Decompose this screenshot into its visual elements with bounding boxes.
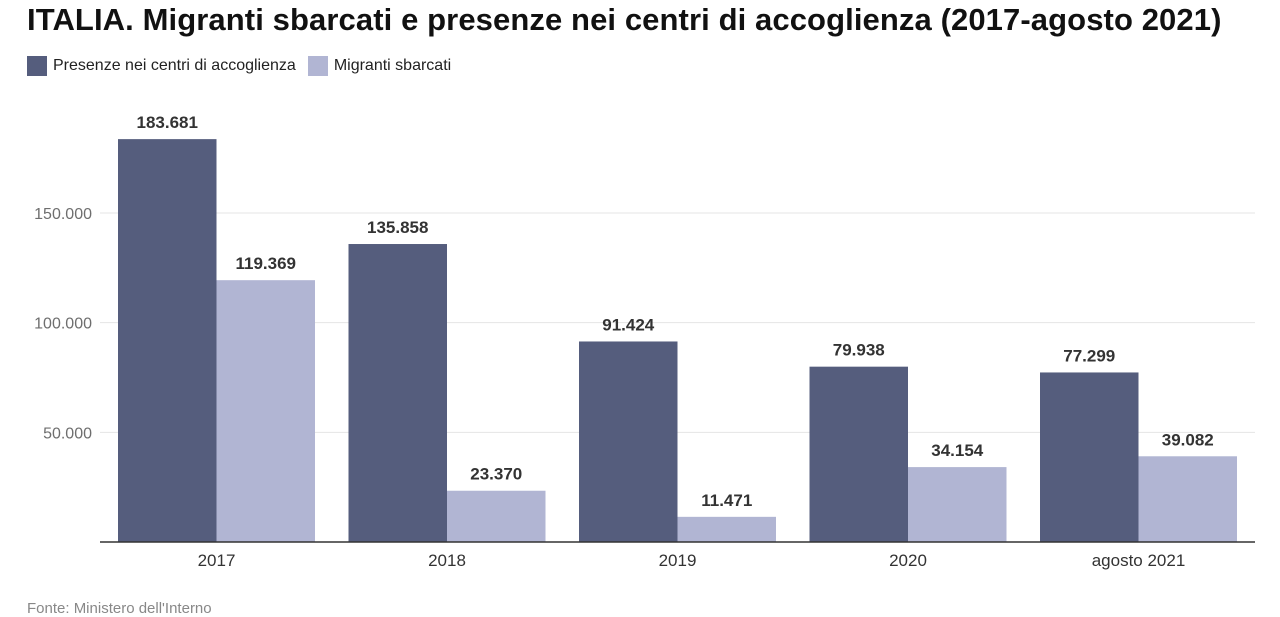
bar <box>1138 456 1237 542</box>
bar <box>118 139 217 542</box>
x-tick-label: 2018 <box>428 551 466 570</box>
bar <box>579 341 678 542</box>
y-tick-label: 150.000 <box>34 206 92 223</box>
legend: Presenze nei centri di accoglienza Migra… <box>27 56 463 76</box>
legend-swatch-presenze <box>27 56 47 76</box>
bar <box>216 280 315 542</box>
x-tick-label: agosto 2021 <box>1092 551 1186 570</box>
x-tick-label: 2017 <box>198 551 236 570</box>
legend-item-sbarcati: Migranti sbarcati <box>307 56 452 76</box>
chart-title: ITALIA. Migranti sbarcati e presenze nei… <box>27 2 1222 37</box>
data-label: 91.424 <box>602 315 655 334</box>
bar <box>677 516 776 542</box>
data-label: 34.154 <box>931 441 984 460</box>
legend-swatch-sbarcati <box>307 56 328 76</box>
data-label: 79.938 <box>833 341 885 360</box>
bar <box>809 366 908 542</box>
y-tick-label: 100.000 <box>34 316 92 333</box>
legend-label-sbarcati: Migranti sbarcati <box>333 57 452 74</box>
y-tick-label: 50.000 <box>43 425 92 442</box>
data-label: 39.082 <box>1162 430 1214 449</box>
legend-label-presenze: Presenze nei centri di accoglienza <box>53 57 296 74</box>
bar <box>908 467 1007 542</box>
legend-item-presenze: Presenze nei centri di accoglienza <box>27 56 296 76</box>
data-label: 135.858 <box>367 218 428 237</box>
source-note: Fonte: Ministero dell'Interno <box>27 600 212 617</box>
bar <box>348 244 447 542</box>
data-label: 183.681 <box>137 113 198 132</box>
x-tick-label: 2019 <box>659 551 697 570</box>
data-label: 119.369 <box>235 254 296 273</box>
data-label: 77.299 <box>1063 346 1115 365</box>
x-tick-label: 2020 <box>889 551 927 570</box>
data-label: 11.471 <box>701 491 752 510</box>
bar <box>447 490 546 542</box>
data-label: 23.370 <box>470 465 522 484</box>
bar <box>1040 372 1139 542</box>
